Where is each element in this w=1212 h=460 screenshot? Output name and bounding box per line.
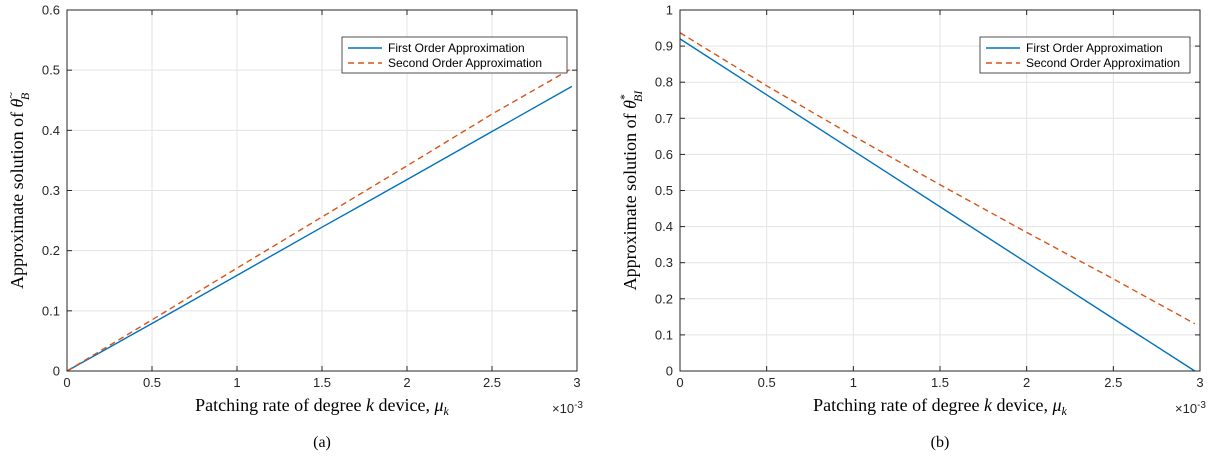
x-tick-label: 3: [1196, 375, 1203, 390]
y-axis-label-subscript: B: [18, 92, 32, 100]
legend-label: First Order Approximation: [388, 41, 525, 55]
x-tick-label: 2.5: [483, 375, 501, 390]
y-axis-label: Approximate solution of θ~B: [4, 92, 32, 289]
chart-panel-a: 0 0.5 1 1.5 2 2.5 3 0 0.1 0.2 0.3 0.4 0.5 0.6 ×10-3 Pat…: [4, 3, 583, 452]
x-tick-label: 1: [850, 375, 857, 390]
x-tick-label: 1.5: [313, 375, 331, 390]
x-axis-label-mid: device,: [374, 395, 434, 415]
series-line-second-order: [679, 32, 1196, 325]
y-tick-label: 0.2: [655, 291, 673, 306]
x-axis-label-symbol: μ: [1052, 395, 1062, 415]
legend-box: [341, 36, 568, 74]
y-tick-label: 0.1: [655, 327, 673, 342]
legend-label: Second Order Approximation: [388, 56, 542, 70]
series-line-first-order: [679, 38, 1196, 372]
x-axis-label-text: Patching rate of degree: [195, 395, 366, 415]
y-tick-label: 0.3: [42, 183, 60, 198]
x-axis-label: Patching rate of degree k device, μk: [813, 395, 1067, 418]
y-tick-label: 0.6: [42, 3, 60, 18]
x-tick-label: 0: [676, 375, 683, 390]
legend-label: Second Order Approximation: [1026, 56, 1180, 70]
y-axis-label-superscript: *: [617, 94, 631, 100]
y-tick-label: 0.7: [655, 111, 673, 126]
y-axis-label-superscript: ~: [4, 92, 18, 99]
x-exponent-power: -3: [574, 400, 583, 411]
y-tick-label: 0.1: [42, 303, 60, 318]
x-axis-label-var: k: [366, 395, 375, 415]
y-tick-label: 1: [666, 3, 673, 18]
legend-box: [979, 36, 1191, 74]
y-axis-label-text: Approximate solution of: [7, 107, 27, 288]
x-tick-label: 0.5: [143, 375, 161, 390]
y-tick-label: 0.2: [42, 243, 60, 258]
y-axis-label-symbol: θ: [7, 98, 27, 107]
x-exponent-label: ×10-3: [552, 400, 583, 417]
y-tick-label: 0.8: [655, 75, 673, 90]
x-axis-label-subscript: k: [1062, 404, 1068, 418]
panel-caption: (a): [313, 434, 331, 451]
x-axis-label: Patching rate of degree k device, μk: [195, 395, 449, 418]
y-tick-label: 0.3: [655, 255, 673, 270]
y-tick-label: 0.9: [655, 39, 673, 54]
y-axis-label-subscript: BI: [631, 90, 645, 102]
x-exponent-base: ×10: [1175, 401, 1197, 416]
legend-label: First Order Approximation: [1026, 41, 1163, 55]
x-tick-label: 1.5: [931, 375, 949, 390]
series-line-first-order: [66, 85, 573, 372]
x-tick-label: 0.5: [758, 375, 776, 390]
chart-panel-b: 0 0.5 1 1.5 2 2.5 3 0 0.1 0.2 0.3 0.4 0.5 0.6 0.7 0.8 0.…: [617, 3, 1206, 452]
x-axis-label-symbol: μ: [434, 395, 444, 415]
x-tick-label: 2.5: [1104, 375, 1122, 390]
x-tick-label: 3: [573, 375, 580, 390]
y-axis-label-text: Approximate solution of: [620, 109, 640, 290]
y-tick-label: 0.6: [655, 147, 673, 162]
y-tick-label: 0.4: [42, 123, 60, 138]
x-axis-label-var: k: [984, 395, 993, 415]
y-axis-label: Approximate solution of θ*BI: [617, 90, 645, 291]
x-tick-label: 1: [233, 375, 240, 390]
y-tick-label: 0.4: [655, 219, 673, 234]
x-axis-label-subscript: k: [444, 404, 450, 418]
y-tick-label: 0: [666, 364, 673, 379]
y-tick-label: 0: [53, 364, 60, 379]
y-tick-label: 0.5: [655, 183, 673, 198]
x-tick-label: 2: [403, 375, 410, 390]
x-exponent-power: -3: [1197, 400, 1206, 411]
x-exponent-base: ×10: [552, 401, 574, 416]
x-exponent-label: ×10-3: [1175, 400, 1206, 417]
x-axis-label-mid: device,: [992, 395, 1052, 415]
y-axis-label-symbol: θ: [620, 100, 640, 109]
y-tick-label: 0.5: [42, 63, 60, 78]
panel-caption: (b): [931, 434, 950, 451]
series-line-second-order: [66, 67, 573, 372]
x-tick-label: 2: [1023, 375, 1030, 390]
x-tick-label: 0: [63, 375, 70, 390]
x-axis-label-text: Patching rate of degree: [813, 395, 984, 415]
